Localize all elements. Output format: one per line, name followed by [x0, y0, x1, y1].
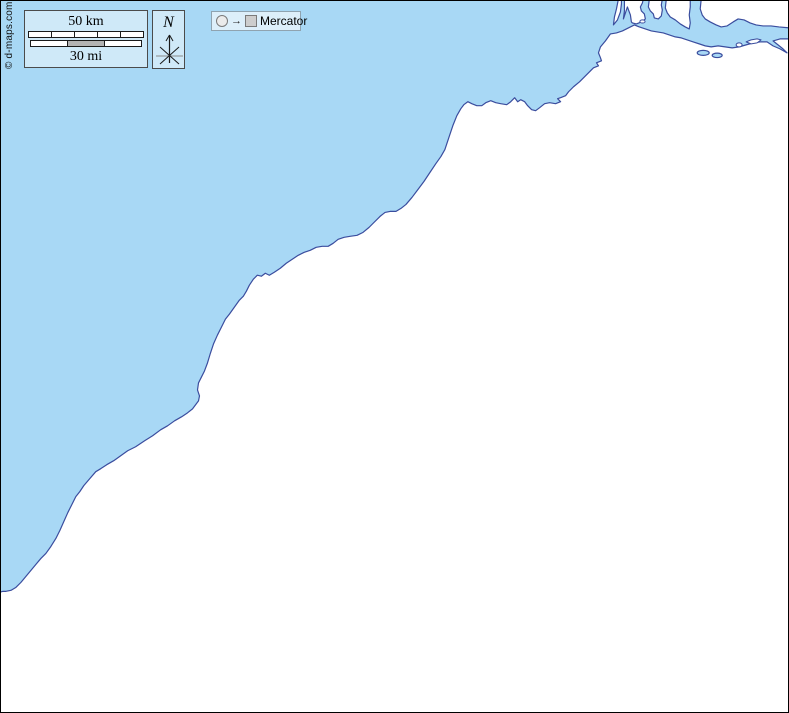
scale-km-label: 50 km — [68, 13, 104, 29]
compass-panel: N — [152, 10, 185, 69]
scale-mi-segment — [68, 41, 105, 46]
pond-shapes — [696, 49, 723, 59]
scale-km-segment — [75, 32, 98, 37]
scale-mi-segment — [31, 41, 68, 46]
transform-arrow-icon: → — [231, 14, 242, 27]
scale-km-segment — [121, 32, 143, 37]
scale-bar-km — [28, 31, 144, 38]
scale-mi-segment — [105, 41, 141, 46]
north-label: N — [163, 14, 174, 31]
sea-water-shape — [1, 1, 788, 593]
globe-circle-icon — [216, 15, 228, 27]
copyright-credit: © d-maps.com — [4, 1, 15, 69]
projection-label: Mercator — [260, 14, 308, 28]
scale-km-segment — [98, 32, 121, 37]
scale-bar-panel: 50 km 30 mi — [24, 10, 148, 68]
scale-mi-label: 30 mi — [69, 49, 103, 64]
north-arrow-icon — [156, 34, 183, 65]
scale-bar-mi — [30, 40, 142, 47]
flat-square-icon — [245, 15, 257, 27]
scale-km-segment — [52, 32, 75, 37]
scale-km-segment — [29, 32, 52, 37]
projection-chip: → Mercator — [211, 11, 307, 31]
island-shapes — [639, 19, 762, 48]
